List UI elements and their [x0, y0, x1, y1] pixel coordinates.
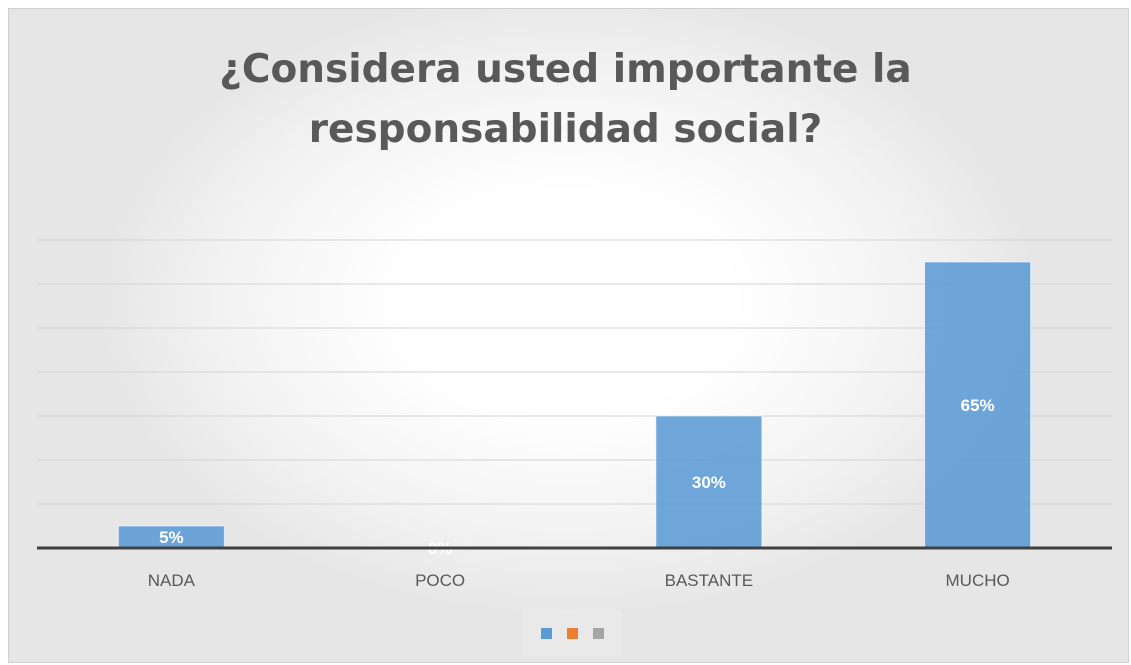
chart-title-line-2: responsabilidad social?	[308, 107, 823, 152]
legend-swatch-2	[566, 627, 578, 639]
data-label: 5%	[159, 528, 184, 547]
chart-title-line-1: ¿Considera usted importante la	[219, 47, 912, 92]
category-label: POCO	[415, 571, 465, 590]
category-label: NADA	[148, 571, 196, 590]
data-label: 65%	[961, 396, 995, 415]
legend-swatch-3	[592, 627, 604, 639]
legend	[522, 610, 622, 656]
chart-title: ¿Considera usted importante la responsab…	[0, 40, 1131, 160]
legend-swatch-1	[540, 627, 552, 639]
category-label: MUCHO	[946, 571, 1010, 590]
category-label: BASTANTE	[665, 571, 753, 590]
data-label: 30%	[692, 473, 726, 492]
